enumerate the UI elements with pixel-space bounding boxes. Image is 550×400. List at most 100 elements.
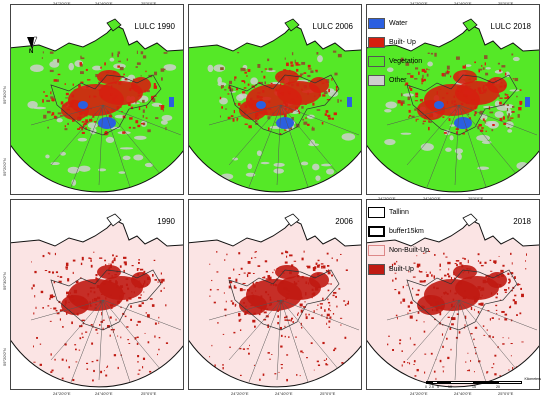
field-patch [136,62,141,65]
field-patch [50,96,54,99]
built-speck [96,332,99,334]
urban-speck [503,84,506,88]
field-patch [405,62,410,66]
urban-speck [139,268,144,271]
urban-speck [79,112,83,116]
urban-speck [283,287,287,290]
urban-speck [243,302,245,304]
tallinn-boundary [50,269,162,331]
field-patch [46,99,51,102]
built-speck [483,334,486,336]
urban-speck [444,274,447,277]
built-speck [434,254,436,256]
urban-speck [78,84,81,88]
urban-speck [455,260,460,262]
urban-speck [474,298,477,303]
built-speck [267,352,270,354]
water-patch [169,97,174,107]
urban-speck [404,84,407,86]
island [462,213,478,227]
urban-speck [107,273,111,275]
built-speck [448,268,450,271]
built-speck [234,304,236,307]
urban-speck [152,273,154,277]
built-speck [55,310,58,312]
built-speck [422,252,425,254]
built-speck [458,331,461,334]
built-speck [413,364,415,365]
urban-speck [136,268,139,271]
built-speck [329,304,331,307]
field-patch [516,95,518,98]
urban-speck [478,70,481,73]
field-patch [485,72,489,76]
urban-speck [98,89,101,92]
urban-speck [469,268,472,270]
urban-speck [419,280,423,283]
urban-speck [73,289,78,294]
built-speck [167,364,170,366]
other-patch [505,121,514,129]
urban-speck [89,95,91,98]
urban-speck [473,296,475,298]
urban-speck [410,87,413,91]
map-region [367,25,539,192]
district-line [406,299,460,361]
urban-core [487,77,507,93]
built-speck [516,283,519,286]
other-patch [67,166,80,174]
built-speck [495,304,498,307]
built-speck [95,277,98,280]
urban-speck [128,126,131,129]
built-speck [42,307,44,309]
panel-title: 2018 [513,217,531,226]
urban-speck [477,286,481,290]
built-speck [345,269,348,271]
urban-speck [95,328,98,331]
urban-speck [81,121,85,123]
urban-speck [82,124,85,128]
built-speck [61,377,64,380]
built-speck [485,275,488,278]
urban-speck [283,101,287,105]
urban-speck [421,82,423,85]
urban-speck [305,313,307,316]
field-patch [111,52,114,57]
urban-speck [113,258,116,262]
urban-speck [439,263,441,267]
urban-speck [269,302,272,306]
other-patch [341,133,356,141]
built-speck [147,341,150,344]
tick-top: 24°20'0"E [410,1,428,6]
built-speck [154,322,157,325]
district-line [458,104,488,191]
built-speck [281,367,283,369]
built-speck [34,367,38,369]
island [462,18,478,32]
field-patch [428,121,432,123]
built-speck [504,291,507,293]
urban-speck [441,73,444,77]
built-speck [336,305,338,308]
urban-speck [305,117,307,119]
urban-speck [333,112,337,116]
district-line [280,104,310,191]
built-speck [34,295,36,298]
urban-speck [111,86,113,89]
field-patch [56,79,59,82]
urban-speck [265,278,270,280]
urban-speck [124,263,127,266]
urban-speck [110,304,114,307]
urban-speck [243,80,246,84]
urban-speck [504,72,507,76]
built-speck [299,375,301,377]
built-speck [283,316,286,319]
urban-speck [276,300,281,303]
urban-speck [291,264,294,267]
urban-speck [480,302,484,306]
field-patch [118,60,121,62]
built-speck [392,349,395,351]
district-line [280,299,340,371]
urban-speck [240,318,242,321]
other-patch [457,153,462,160]
